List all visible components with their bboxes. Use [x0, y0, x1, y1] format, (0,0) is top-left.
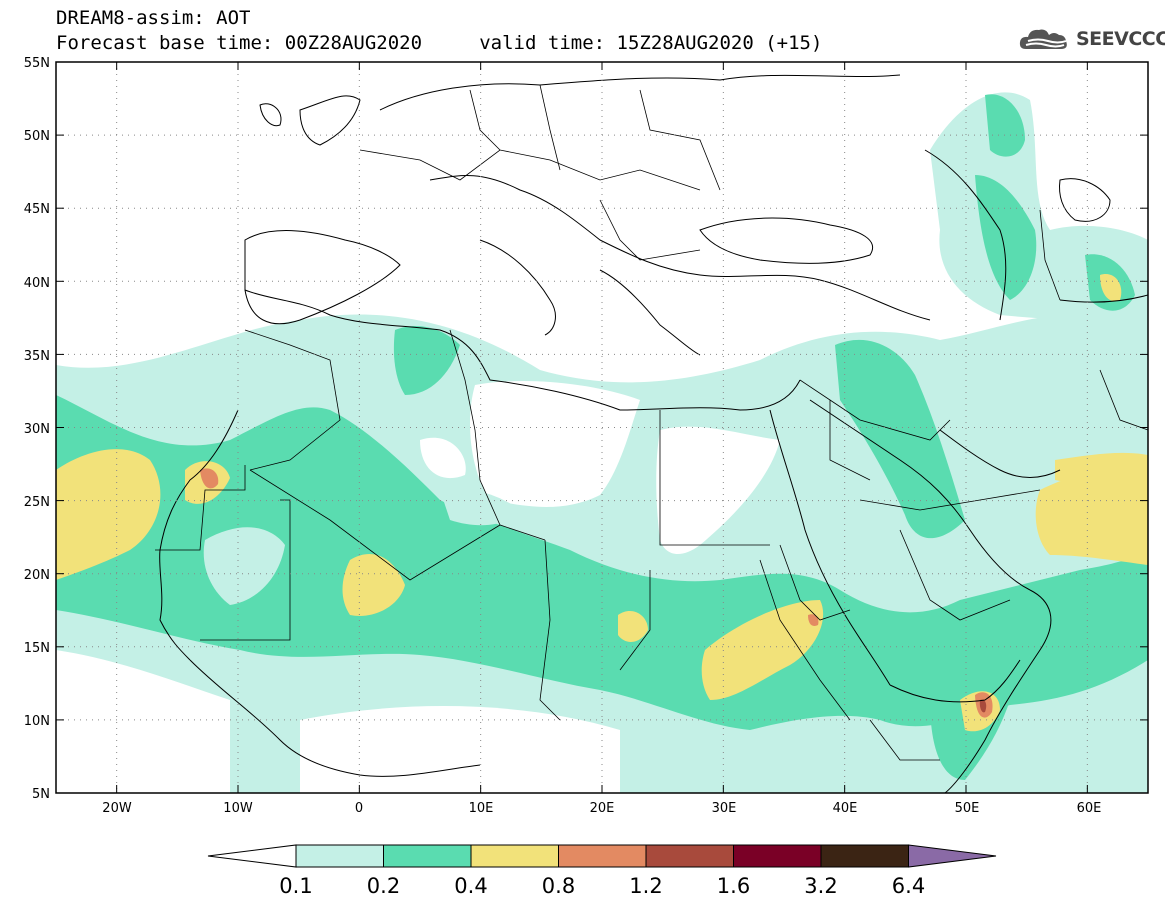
lon-label: 20W [102, 801, 132, 816]
colorbar-label: 1.6 [717, 874, 750, 898]
lon-label: 20E [590, 801, 615, 816]
lon-label: 50E [955, 801, 980, 816]
colorbar-label: 0.4 [454, 874, 487, 898]
map-grid [56, 62, 1148, 793]
aot-band-veryhigh-sud [808, 614, 819, 626]
colorbar-label: 0.1 [279, 874, 312, 898]
aot-band-arabia [835, 339, 965, 539]
aot-band-north [985, 94, 1025, 157]
lon-label: 30E [712, 801, 737, 816]
latitude-labels: 55N 50N 45N 40N 35N 30N 25N 20N 15N 10N … [24, 56, 50, 802]
colorbar-segment [383, 844, 472, 868]
aot-band-mid [56, 395, 1148, 730]
map-title: DREAM8-assim: AOT [56, 7, 251, 29]
lon-label: 10E [469, 801, 494, 816]
colorbar-segment [645, 844, 734, 868]
aot-band-high-sudan [701, 600, 824, 700]
lat-label: 15N [24, 641, 50, 656]
lat-label: 40N [24, 276, 50, 291]
colorbar-label: 1.2 [629, 874, 662, 898]
lon-label: 60E [1077, 801, 1102, 816]
colorbar-label: 0.2 [367, 874, 400, 898]
clean-air-areas [56, 380, 780, 793]
forecast-times: Forecast base time: 00Z28AUG2020 valid t… [56, 32, 823, 54]
colorbar-segment [820, 844, 909, 868]
colorbar-segment [733, 844, 822, 868]
colorbar-segment [470, 844, 559, 868]
lat-label: 45N [24, 202, 50, 217]
lon-label: 10W [223, 801, 253, 816]
colorbar-label: 0.8 [542, 874, 575, 898]
logo-text: SEEVCCC [1076, 28, 1165, 50]
cloud-icon [1019, 29, 1067, 49]
colorbar-min-arrow [207, 844, 297, 868]
aot-band-high-caspian [1100, 274, 1122, 302]
aot-band-high-oman [1035, 471, 1148, 565]
country-borders [155, 84, 1148, 761]
seevccc-logo: SEEVCCC [1018, 26, 1165, 52]
colorbar: 0.1 0.2 0.4 0.8 1.2 1.6 3.2 6.4 [207, 844, 997, 898]
lon-label: 0 [355, 801, 363, 816]
coastlines [159, 74, 1148, 793]
lat-label: 30N [24, 422, 50, 437]
colorbar-max-arrow [908, 844, 997, 868]
lat-label: 55N [24, 56, 50, 71]
lat-label: 5N [32, 787, 50, 802]
colorbar-label: 6.4 [892, 874, 925, 898]
lat-label: 10N [24, 714, 50, 729]
aot-band-high-chad [618, 610, 648, 642]
aot-band-peak-som [979, 699, 987, 713]
longitude-labels: 20W 10W 0 10E 20E 30E 40E 50E 60E [102, 801, 1101, 816]
lat-label: 20N [24, 568, 50, 583]
lon-label: 40E [833, 801, 858, 816]
axis-ticks [56, 61, 1148, 794]
aot-band-high-sahara [342, 554, 405, 616]
colorbar-label: 3.2 [804, 874, 837, 898]
lat-label: 50N [24, 129, 50, 144]
lat-label: 25N [24, 495, 50, 510]
aot-band-high-gulf [1055, 452, 1148, 495]
colorbar-segment [295, 844, 384, 868]
colorbar-segment [558, 844, 647, 868]
aot-field [56, 92, 1148, 793]
aot-band-veryhigh-ws [200, 468, 219, 489]
aot-band-high-west [56, 449, 161, 580]
aot-band-caspian-mid [975, 175, 1037, 300]
aot-band-atlas [393, 325, 460, 395]
lat-label: 35N [24, 349, 50, 364]
